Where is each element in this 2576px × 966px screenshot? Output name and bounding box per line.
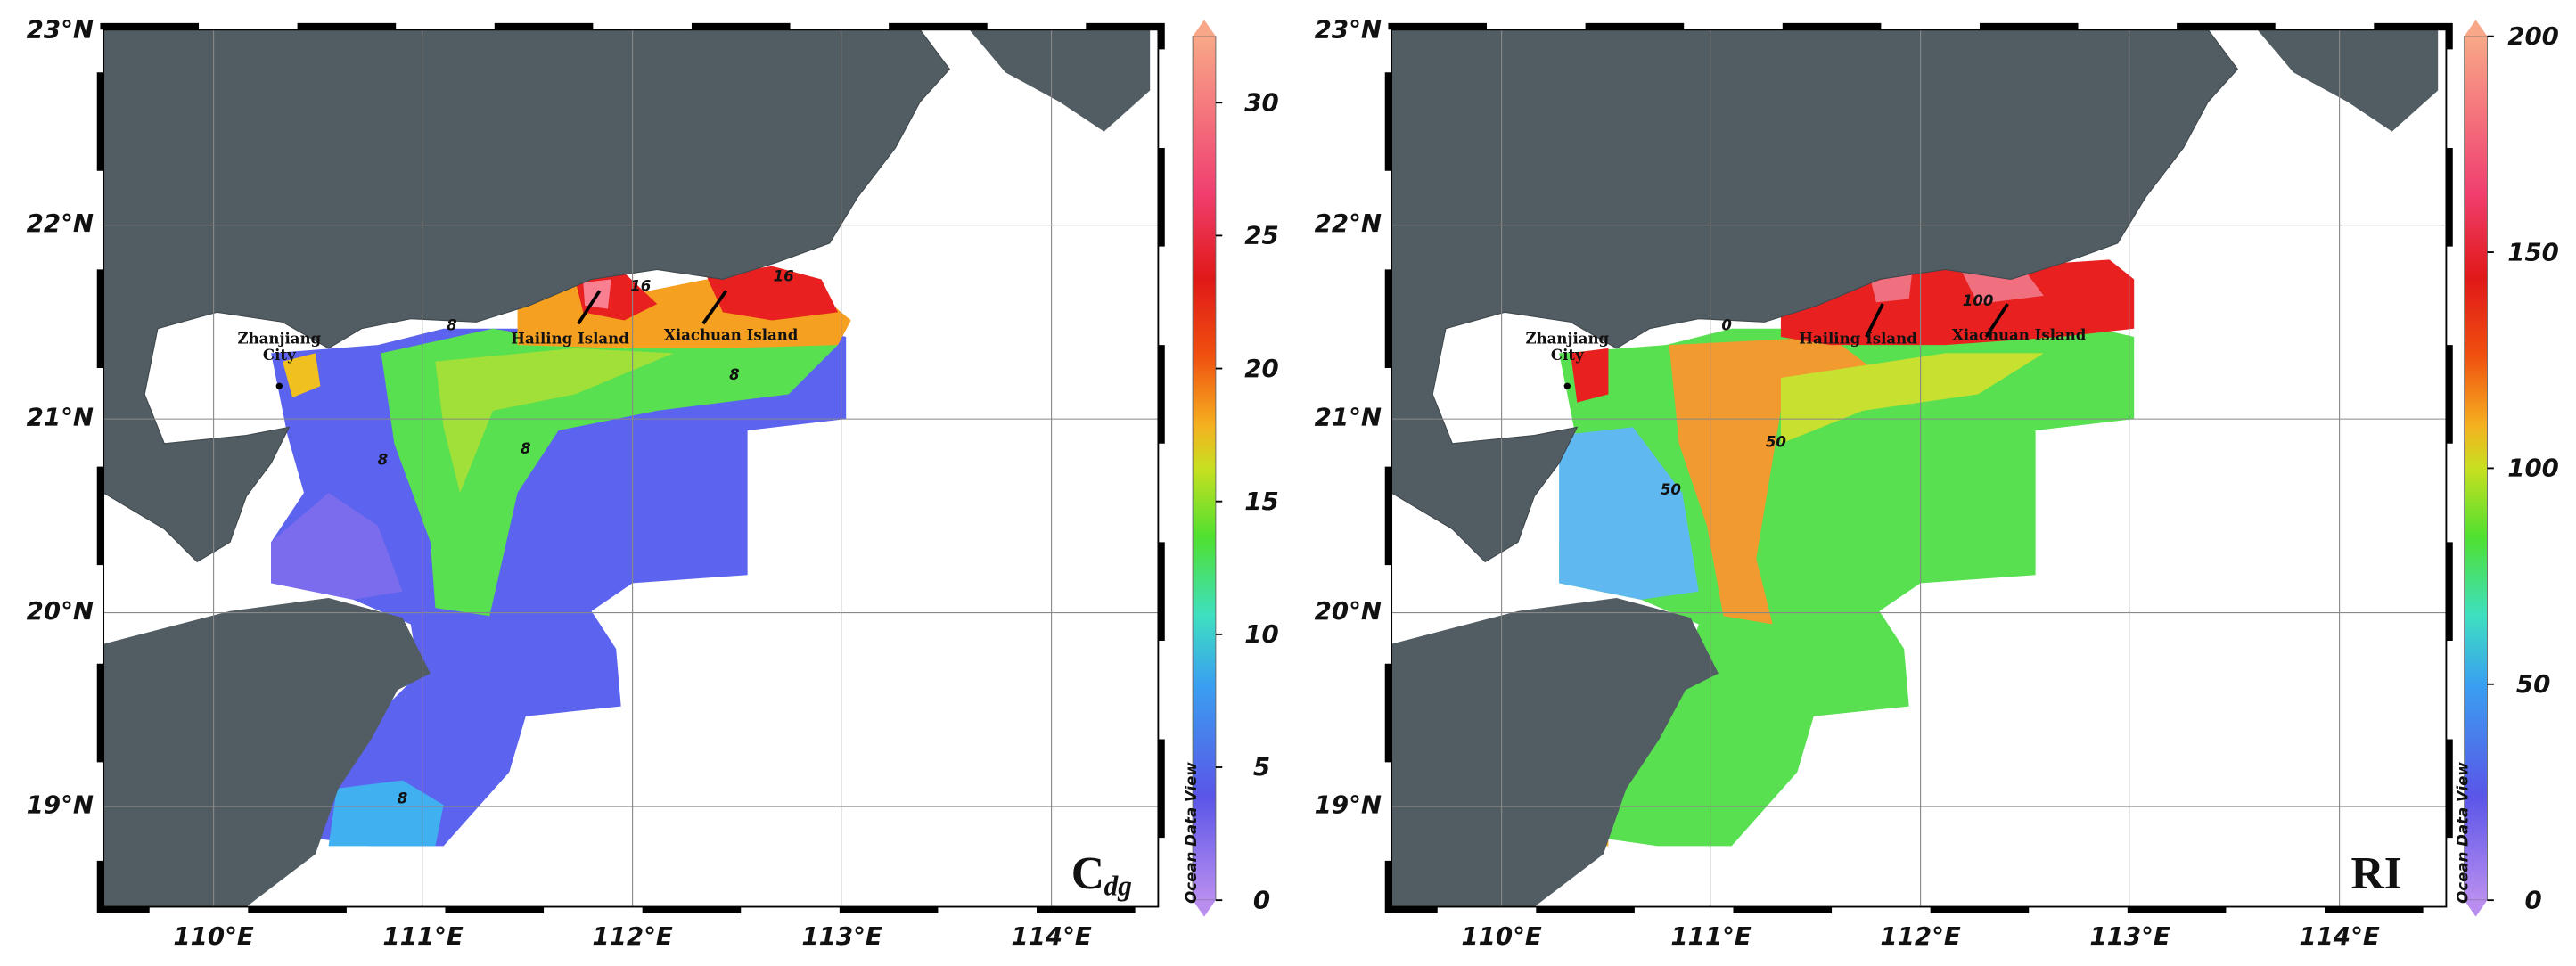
colorbar-label: 100 (2507, 454, 2559, 483)
contour-label: 16 (630, 277, 651, 294)
colorbar-label: 30 (1244, 87, 1278, 117)
contour-label: 0 (1721, 317, 1732, 334)
contour-label: 8 (447, 317, 457, 334)
place-name: Xiachuan Island (1952, 326, 2087, 344)
colorbar-label: 15 (1244, 487, 1278, 516)
data-field (271, 266, 851, 847)
colorbar (2464, 36, 2488, 901)
colorbar-label: 0 (2524, 885, 2541, 914)
lon-label: 110°E (173, 921, 253, 951)
contour-label: 16 (774, 267, 794, 284)
colorbar-label: 10 (1244, 619, 1278, 649)
lat-label: 21°N (27, 402, 94, 431)
lon-label: 113°E (2089, 921, 2170, 951)
contour-label: 100 (1963, 292, 1994, 309)
lon-label: 113°E (801, 921, 882, 951)
place-name: Hailing Island (511, 329, 629, 347)
colorbar-label: 50 (2516, 669, 2550, 699)
lon-label: 112°E (1880, 921, 1960, 951)
contour-label: 8 (378, 452, 389, 469)
lat-label: 19°N (27, 790, 94, 819)
panel-left (100, 20, 1217, 917)
colorbar-label: 200 (2507, 21, 2559, 51)
lon-label: 114°E (1011, 921, 1091, 951)
contour-label: 50 (1766, 433, 1786, 450)
panel-label: RI (2350, 848, 2401, 899)
lon-label: 114°E (2299, 921, 2379, 951)
lat-label: 22°N (27, 209, 94, 238)
lat-label: 21°N (1315, 402, 1382, 431)
place-name: Hailing Island (1799, 329, 1917, 347)
contour-label: 8 (398, 790, 408, 806)
place-name: City (263, 346, 297, 364)
credit: Ocean Data View (1183, 762, 1200, 904)
place-name: Zhanjiang (1526, 329, 1610, 347)
lon-label: 111°E (382, 921, 463, 951)
panel-right (1388, 20, 2488, 917)
colorbar-label: 25 (1244, 221, 1278, 250)
colorbar-label: 5 (1253, 752, 1270, 782)
contour-label: 50 (1661, 481, 1681, 498)
lon-label: 112°E (592, 921, 672, 951)
lat-label: 20°N (1315, 596, 1382, 626)
place-name: Xiachuan Island (664, 326, 799, 344)
lon-label: 110°E (1461, 921, 1541, 951)
colorbar-label: 150 (2507, 237, 2559, 266)
credit: Ocean Data View (2454, 762, 2471, 904)
lat-label: 23°N (27, 15, 94, 45)
lon-label: 111°E (1670, 921, 1751, 951)
place-name: Zhanjiang (238, 329, 322, 347)
lat-label: 22°N (1315, 209, 1382, 238)
lat-label: 23°N (1315, 15, 1382, 45)
place-name: City (1551, 346, 1585, 364)
colorbar-label: 0 (1253, 885, 1270, 914)
panel-label-sub: dg (1104, 871, 1132, 902)
panel-label: C (1071, 848, 1104, 899)
colorbar-label: 20 (1244, 354, 1278, 383)
contour-label: 8 (521, 440, 531, 457)
contour-label: 8 (729, 366, 740, 383)
lat-label: 20°N (27, 596, 94, 626)
lat-label: 19°N (1315, 790, 1382, 819)
